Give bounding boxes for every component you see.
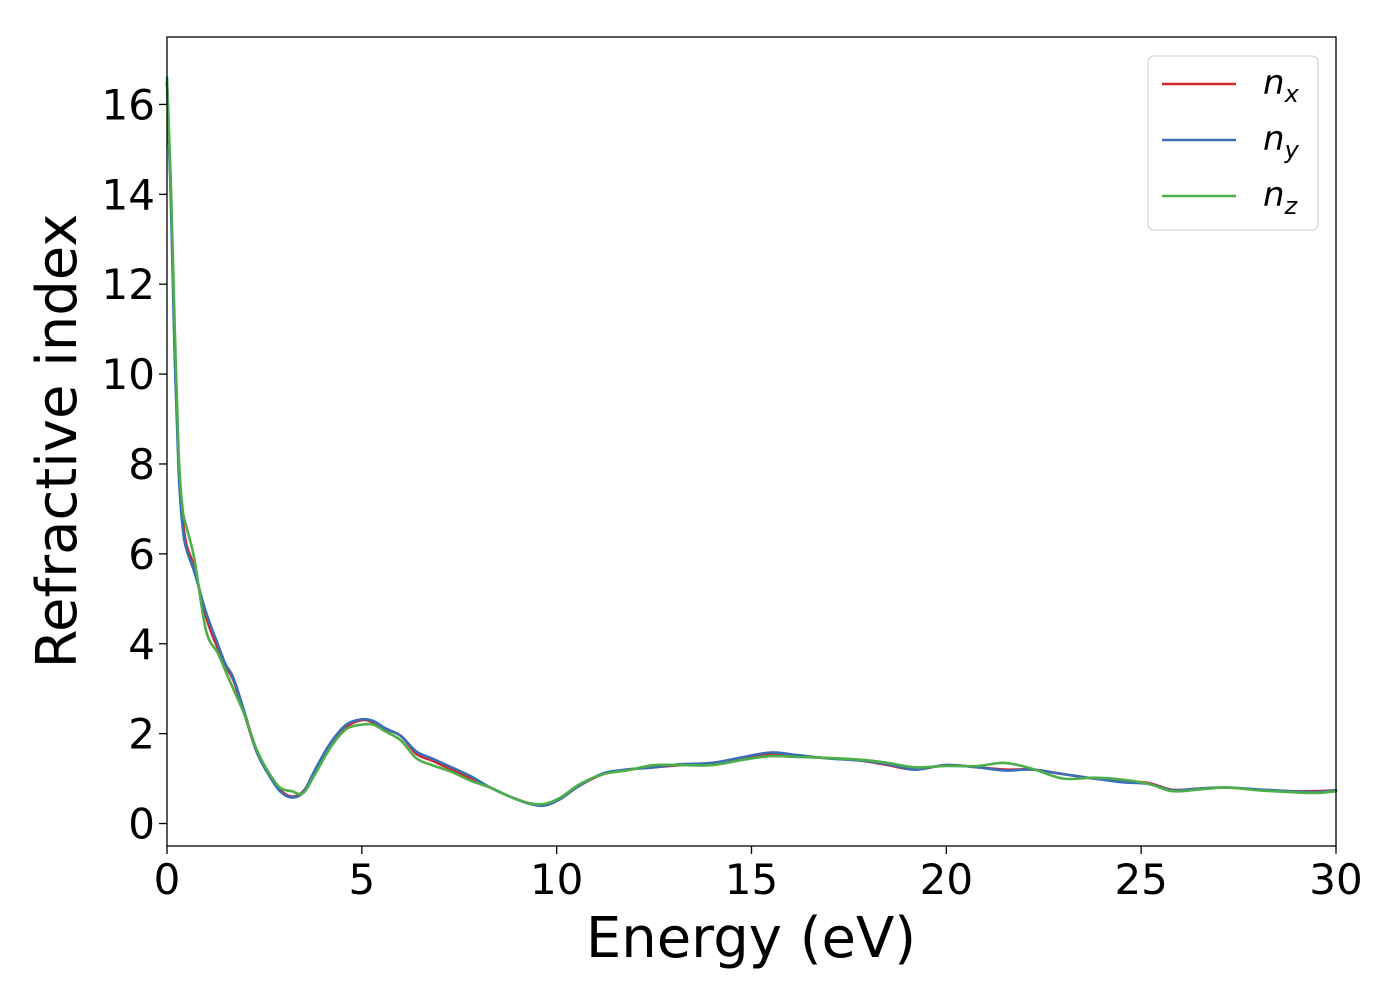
x-tick-label: 30 — [1309, 855, 1362, 904]
y-axis-title: Refractive index — [25, 214, 90, 669]
x-tick-label: 25 — [1114, 855, 1167, 904]
y-tick-label: 6 — [128, 530, 155, 579]
y-tick-label: 0 — [128, 800, 155, 849]
legend-label-n-x: nx — [1263, 63, 1300, 108]
series-layer — [165, 76, 1338, 808]
x-tick-label: 0 — [154, 855, 181, 904]
legend-entries: nx ny nz — [1162, 63, 1300, 220]
x-tick-label: 5 — [348, 855, 375, 904]
legend-label-n-y: ny — [1263, 119, 1300, 164]
series-line-n-z — [165, 76, 1338, 806]
x-tick-label: 15 — [725, 855, 778, 904]
x-axis: 0 5 10 15 20 25 30 — [154, 846, 1363, 904]
y-tick-label: 14 — [102, 170, 155, 219]
x-axis-title: Energy (eV) — [586, 906, 916, 971]
y-tick-label: 4 — [128, 620, 155, 669]
y-tick-label: 10 — [102, 350, 155, 399]
x-tick-label: 10 — [530, 855, 583, 904]
y-axis: 0 2 4 6 8 10 12 14 16 — [102, 80, 167, 849]
y-tick-label: 2 — [128, 710, 155, 759]
y-tick-label: 16 — [102, 80, 155, 129]
legend-label-n-z: nz — [1263, 175, 1299, 220]
legend-box — [1147, 55, 1319, 231]
y-tick-label: 12 — [102, 260, 155, 309]
x-tick-label: 20 — [920, 855, 973, 904]
legend: nx ny nz — [1147, 55, 1319, 231]
y-tick-label: 8 — [128, 440, 155, 489]
